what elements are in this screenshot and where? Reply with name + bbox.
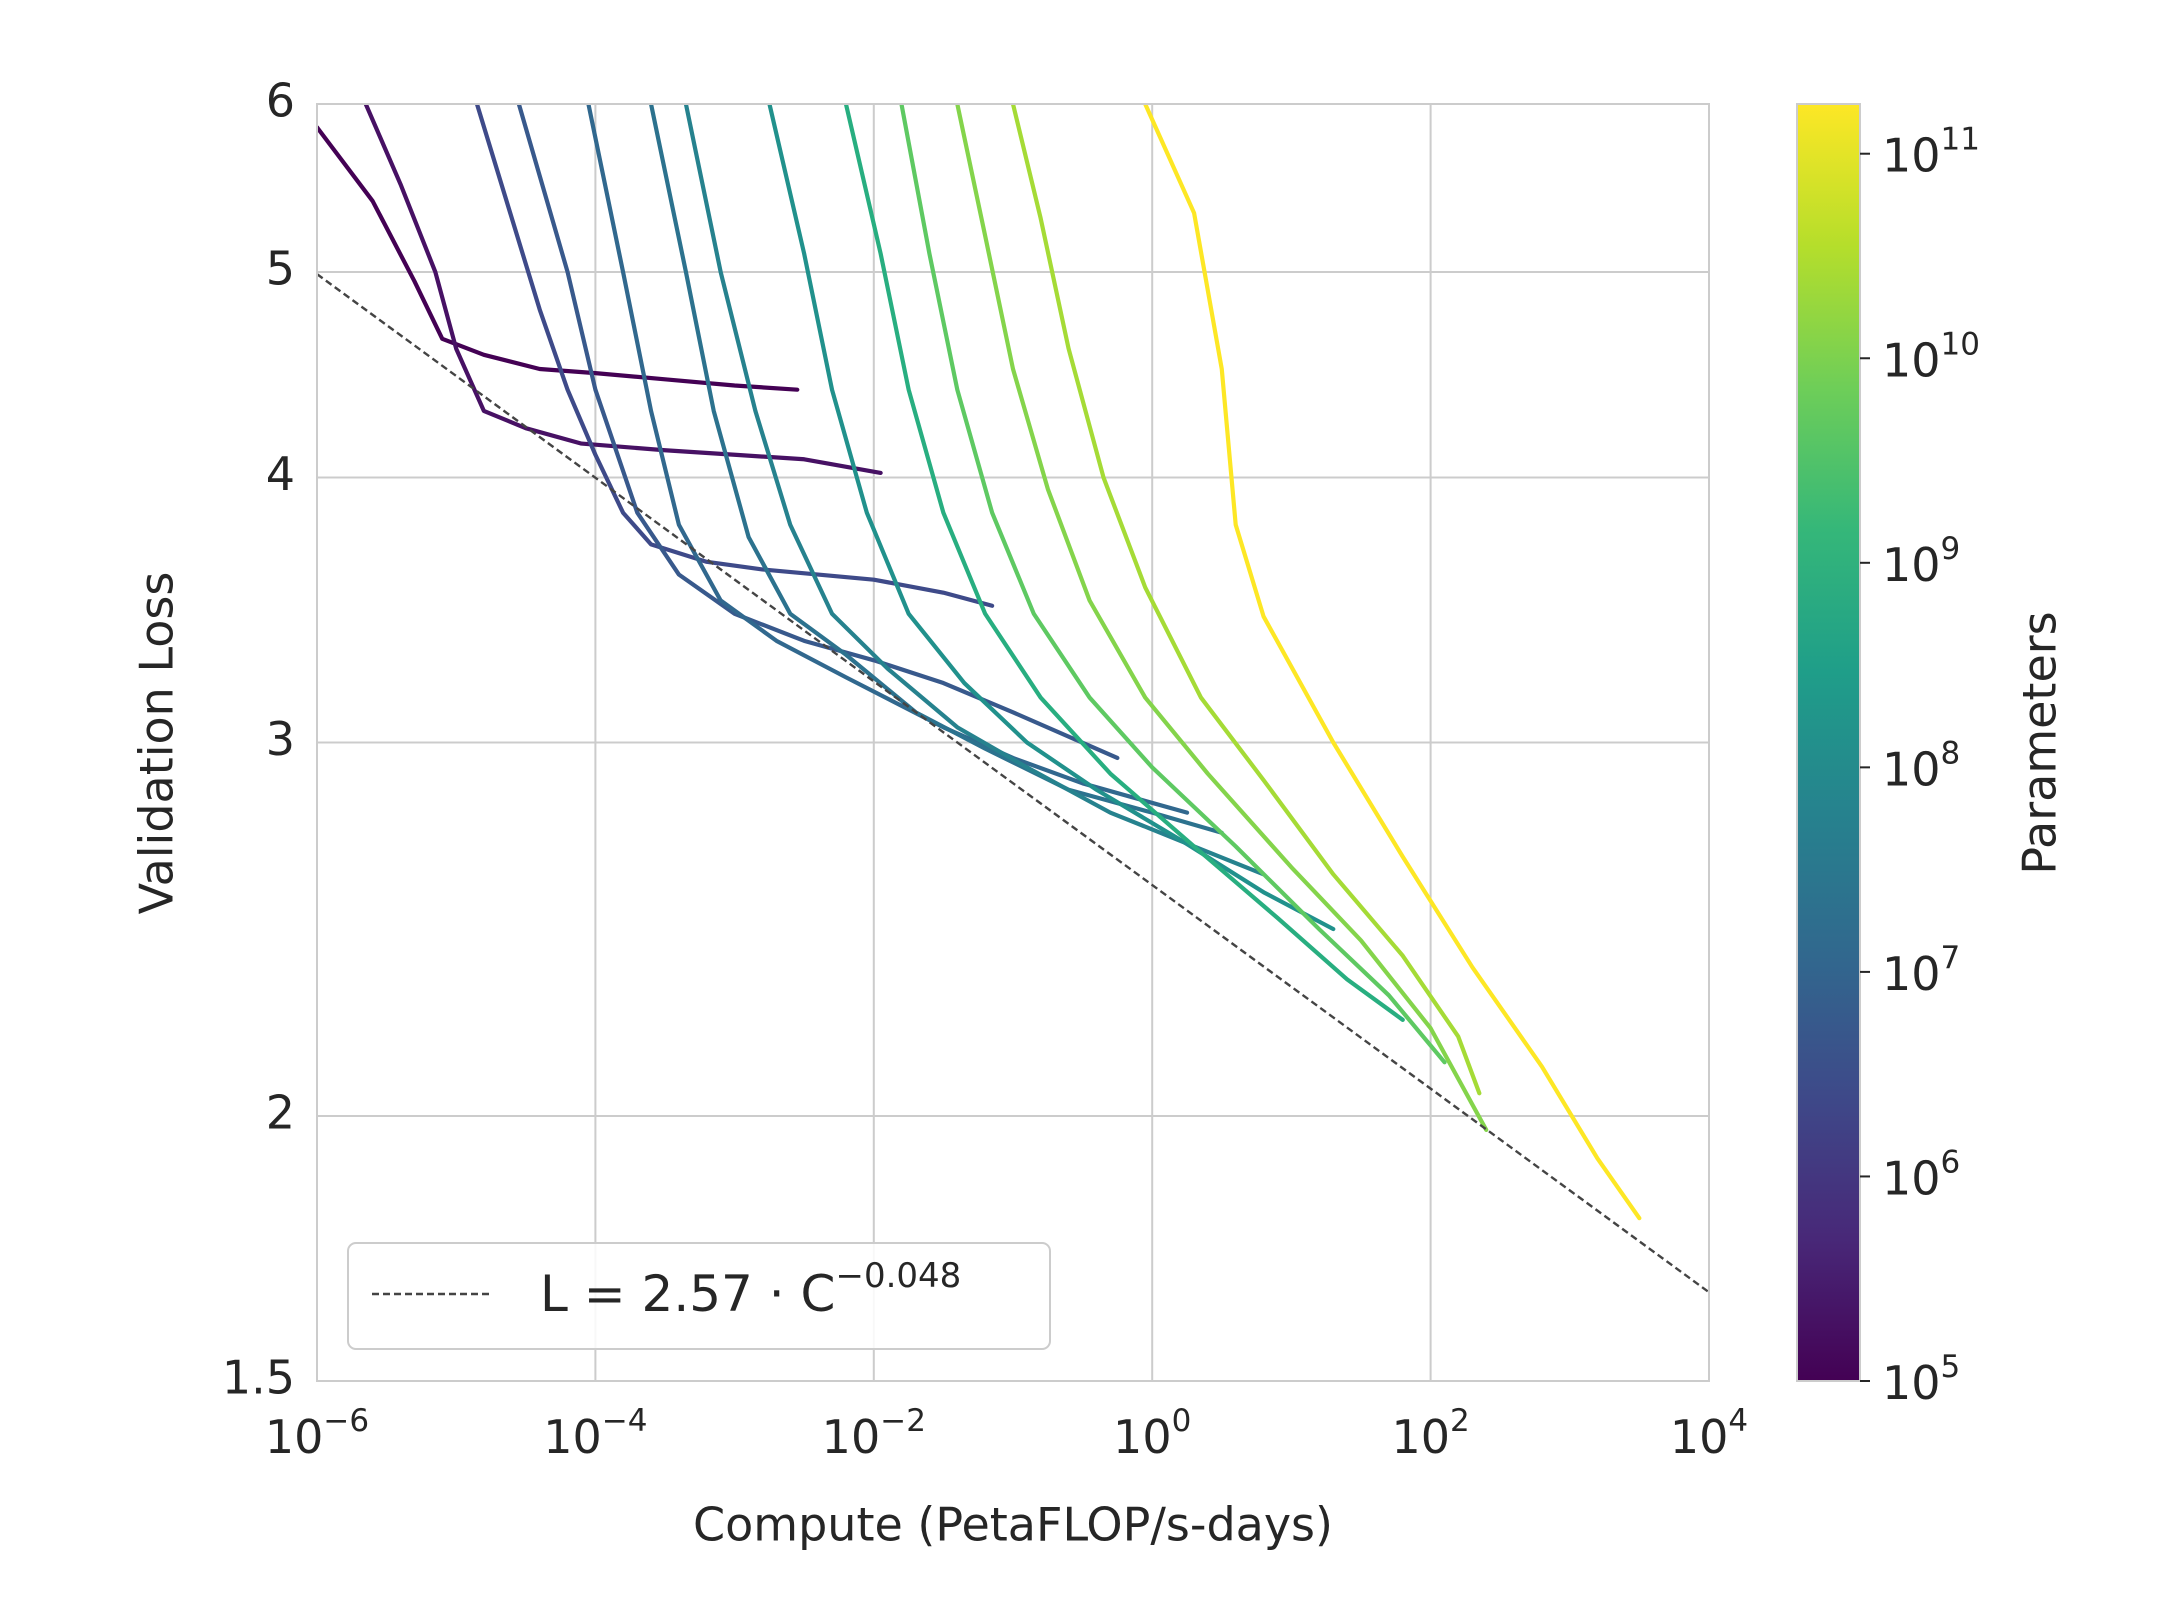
series-line — [516, 104, 1120, 761]
x-tick-label: 102 — [1391, 1403, 1469, 1464]
series-line — [683, 104, 1266, 877]
x-axis-label: Compute (PetaFLOP/s-days) — [693, 1498, 1333, 1552]
x-tick-base: 10 — [1391, 1410, 1450, 1464]
x-tick-label: 100 — [1113, 1403, 1191, 1464]
x-tick-exponent: 4 — [1728, 1403, 1748, 1439]
colorbar-tick-base: 10 — [1882, 333, 1941, 387]
colorbar-tick-exponent: 10 — [1941, 326, 1980, 362]
x-tick-exponent: −6 — [323, 1403, 369, 1439]
x-tick-exponent: 2 — [1450, 1403, 1470, 1439]
colorbar-tick-base: 10 — [1882, 742, 1941, 796]
colorbar-tick-exponent: 8 — [1941, 735, 1961, 771]
y-tick-label: 2 — [266, 1085, 295, 1139]
y-tick-label: 1.5 — [222, 1351, 295, 1405]
colorbar-tick-label: 1011 — [1882, 122, 1980, 183]
y-tick-label: 3 — [266, 712, 295, 766]
legend: L = 2.57 · C−0.048 — [347, 1242, 1051, 1350]
plot-frame — [316, 103, 1710, 1382]
colorbar-gradient — [1796, 103, 1861, 1382]
series-line — [955, 104, 1489, 1133]
colorbar-tick-label: 105 — [1882, 1349, 1960, 1410]
y-tick-label: 4 — [266, 447, 295, 501]
x-tick-label: 104 — [1670, 1403, 1748, 1464]
colorbar-tick-exponent: 5 — [1941, 1349, 1961, 1385]
colorbar-tick-label: 107 — [1882, 940, 1960, 1001]
series-line — [317, 125, 800, 392]
legend-box — [347, 1242, 1051, 1350]
series-line — [586, 104, 1190, 815]
x-tick-base: 10 — [1670, 1410, 1729, 1464]
legend-label-base: L = 2.57 · C — [540, 1265, 835, 1323]
x-tick-label: 10−4 — [543, 1403, 647, 1464]
colorbar-tick-exponent: 9 — [1941, 531, 1961, 567]
colorbar-tick-exponent: 6 — [1941, 1144, 1961, 1180]
series-line — [1010, 104, 1482, 1096]
series-lines — [317, 104, 1709, 1294]
series-line — [899, 104, 1447, 1065]
x-tick-exponent: −2 — [880, 1403, 926, 1439]
series-line — [648, 104, 1224, 835]
series-line — [474, 104, 995, 608]
x-tick-base: 10 — [265, 1410, 324, 1464]
fit-line — [317, 273, 1709, 1294]
grid — [316, 103, 1710, 1382]
colorbar-tick-label: 1010 — [1882, 326, 1980, 387]
colorbar-label: Parameters — [2013, 611, 2067, 874]
colorbar-tick-base: 10 — [1882, 538, 1941, 592]
x-tick-exponent: 0 — [1172, 1403, 1192, 1439]
series-line — [1143, 104, 1642, 1221]
legend-label-exponent: −0.048 — [835, 1256, 961, 1296]
x-tick-base: 10 — [1113, 1410, 1172, 1464]
colorbar-tick-exponent: 11 — [1941, 122, 1980, 158]
legend-label: L = 2.57 · C−0.048 — [540, 1256, 961, 1323]
colorbar-tick-label: 109 — [1882, 531, 1960, 592]
y-tick-label: 6 — [266, 74, 295, 128]
colorbar-tick-base: 10 — [1882, 1151, 1941, 1205]
series-line — [843, 104, 1405, 1022]
colorbar-tick-label: 108 — [1882, 735, 1960, 796]
colorbar-tick-label: 106 — [1882, 1144, 1960, 1205]
x-tick-label: 10−2 — [822, 1403, 926, 1464]
colorbar-tick-base: 10 — [1882, 129, 1941, 183]
colorbar-tick-base: 10 — [1882, 947, 1941, 1001]
x-tick-base: 10 — [543, 1410, 602, 1464]
x-tick-exponent: −4 — [602, 1403, 648, 1439]
colorbar-tick-base: 10 — [1882, 1356, 1941, 1410]
y-axis-label: Validation Loss — [130, 572, 184, 915]
colorbar-tick-exponent: 7 — [1941, 940, 1961, 976]
x-tick-base: 10 — [822, 1410, 881, 1464]
x-tick-label: 10−6 — [265, 1403, 369, 1464]
y-tick-label: 5 — [266, 241, 295, 295]
